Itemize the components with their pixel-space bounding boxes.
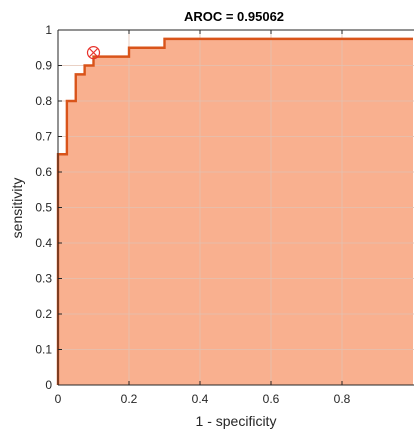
x-tick-label: 0.4	[192, 392, 209, 406]
roc-area-fill	[58, 38, 413, 385]
x-tick-label: 0.8	[334, 392, 351, 406]
operating-point-cross-b	[88, 47, 99, 58]
y-tick-label: 0	[45, 378, 52, 392]
x-tick-label: 0	[55, 392, 62, 406]
chart-title: AROC = 0.95062	[184, 9, 284, 24]
y-tick-label: 0.5	[35, 201, 52, 215]
y-tick-label: 0.8	[35, 94, 52, 108]
y-tick-label: 0.1	[35, 343, 52, 357]
y-tick-label: 0.4	[35, 236, 52, 250]
y-tick-label: 0.2	[35, 307, 52, 321]
y-tick-label: 0.6	[35, 165, 52, 179]
x-axis-label: 1 - specificity	[196, 413, 277, 429]
y-tick-label: 0.7	[35, 130, 52, 144]
y-tick-label: 1	[45, 23, 52, 37]
y-tick-label: 0.3	[35, 272, 52, 286]
y-tick-label: 0.9	[35, 59, 52, 73]
x-tick-label: 0.2	[121, 392, 138, 406]
roc-curve-line	[56, 37, 413, 385]
operating-point-marker	[86, 46, 101, 60]
y-axis-label: sensitivity	[9, 178, 25, 239]
x-tick-label: 0.6	[263, 392, 280, 406]
